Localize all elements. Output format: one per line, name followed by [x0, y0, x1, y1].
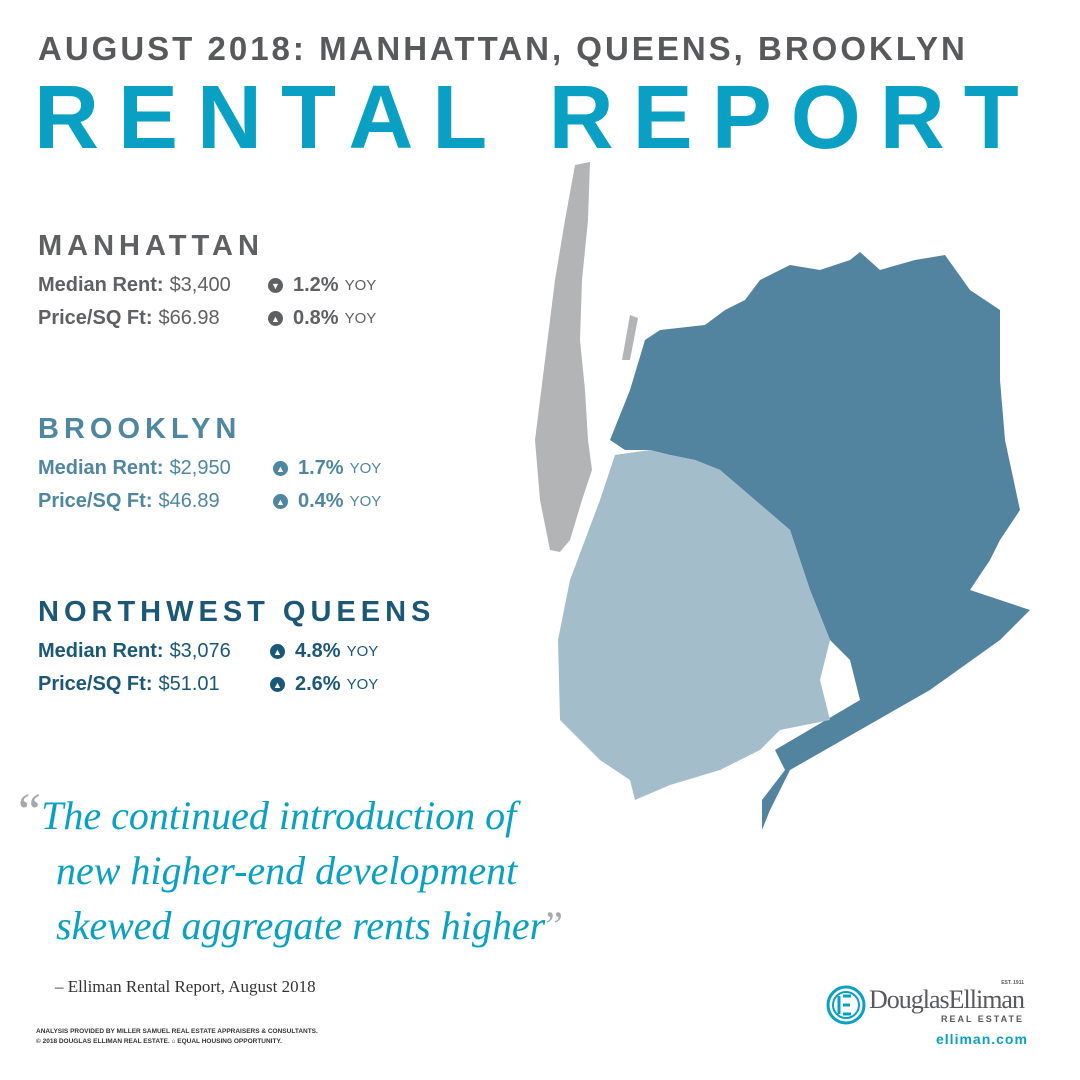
quote-line: The continued introduction of	[41, 793, 517, 838]
section-title: MANHATTAN	[38, 230, 264, 262]
report-subtitle: AUGUST 2018: MANHATTAN, QUEENS, BROOKLYN	[38, 30, 968, 67]
logo-subtitle: REAL ESTATE	[940, 1014, 1024, 1024]
map-brooklyn	[558, 450, 830, 800]
chevron-up-icon: ▲	[268, 311, 283, 326]
change-unit: YOY	[344, 277, 377, 294]
map-roosevelt-island	[622, 315, 638, 360]
map-queens	[610, 252, 1030, 830]
section-title: BROOKLYN	[38, 413, 242, 445]
website-link[interactable]: elliman.com	[936, 1031, 1028, 1047]
price-sqft-row: Price/SQ Ft: $46.89 ▲ 0.4% YOY	[38, 485, 438, 518]
change-unit: YOY	[344, 310, 377, 327]
section-title: NORTHWEST QUEENS	[38, 596, 436, 628]
stat-label: Median Rent:	[38, 640, 164, 662]
borough-map	[535, 162, 1030, 830]
stat-label: Price/SQ Ft:	[38, 490, 153, 512]
median-rent-row: Median Rent: $3,400 ▼ 1.2% YOY	[38, 269, 438, 302]
stat-label: Median Rent:	[38, 457, 164, 479]
douglas-elliman-logo: DouglasElliman EST. 1911 REAL ESTATE	[826, 980, 1025, 1025]
median-rent-row: Median Rent: $3,076 ▲ 4.8% YOY	[38, 635, 438, 668]
chevron-up-icon: ▲	[270, 677, 285, 692]
chevron-up-icon: ▲	[273, 494, 288, 509]
quote-line: new higher-end development	[56, 848, 518, 893]
quote-attribution: – Elliman Rental Report, August 2018	[55, 977, 316, 996]
report-title: RENTAL REPORT	[34, 68, 1038, 168]
change-unit: YOY	[346, 643, 379, 660]
change-value: 2.6%	[295, 673, 341, 695]
logo-wordmark: DouglasElliman	[869, 985, 1025, 1014]
change-value: 0.8%	[293, 307, 339, 329]
stat-label: Median Rent:	[38, 274, 164, 296]
change-unit: YOY	[349, 460, 382, 477]
chevron-down-icon: ▼	[268, 278, 283, 293]
logo-est: EST. 1911	[1001, 980, 1024, 986]
close-quote-mark: ”	[545, 903, 563, 948]
price-sqft-row: Price/SQ Ft: $51.01 ▲ 2.6% YOY	[38, 668, 438, 701]
change-value: 1.7%	[298, 457, 344, 479]
change-value: 4.8%	[295, 640, 341, 662]
change-value: 0.4%	[298, 490, 344, 512]
stat-value: $3,400	[169, 274, 231, 296]
legal-line: © 2018 DOUGLAS ELLIMAN REAL ESTATE. ⌂ EQ…	[36, 1038, 282, 1045]
stat-value: $2,950	[169, 457, 231, 479]
stat-value: $3,076	[169, 640, 231, 662]
quote-line: skewed aggregate rents higher	[56, 903, 546, 948]
chevron-up-icon: ▲	[273, 461, 288, 476]
pull-quote: “The continued introduction of new highe…	[18, 785, 563, 953]
open-quote-mark: “	[18, 784, 42, 841]
manhattan-section: MANHATTAN Median Rent: $3,400 ▼ 1.2% YOY Pr…	[38, 230, 438, 335]
brooklyn-section: BROOKLYN Median Rent: $2,950 ▲ 1.7% YOY Pri…	[38, 413, 438, 518]
legal-text: ANALYSIS PROVIDED BY MILLER SAMUEL REAL …	[36, 1027, 318, 1047]
stat-value: $66.98	[158, 307, 220, 329]
stat-label: Price/SQ Ft:	[38, 673, 153, 695]
legal-line: ANALYSIS PROVIDED BY MILLER SAMUEL REAL …	[36, 1028, 318, 1035]
stat-label: Price/SQ Ft:	[38, 307, 153, 329]
change-unit: YOY	[346, 676, 379, 693]
chevron-up-icon: ▲	[270, 644, 285, 659]
de-monogram-icon	[826, 985, 866, 1025]
median-rent-row: Median Rent: $2,950 ▲ 1.7% YOY	[38, 452, 438, 485]
stat-value: $46.89	[158, 490, 220, 512]
stat-value: $51.01	[158, 673, 220, 695]
change-unit: YOY	[349, 493, 382, 510]
price-sqft-row: Price/SQ Ft: $66.98 ▲ 0.8% YOY	[38, 302, 438, 335]
map-manhattan	[535, 162, 592, 552]
northwest-queens-section: NORTHWEST QUEENS Median Rent: $3,076 ▲ 4.8…	[38, 596, 438, 701]
change-value: 1.2%	[293, 274, 339, 296]
